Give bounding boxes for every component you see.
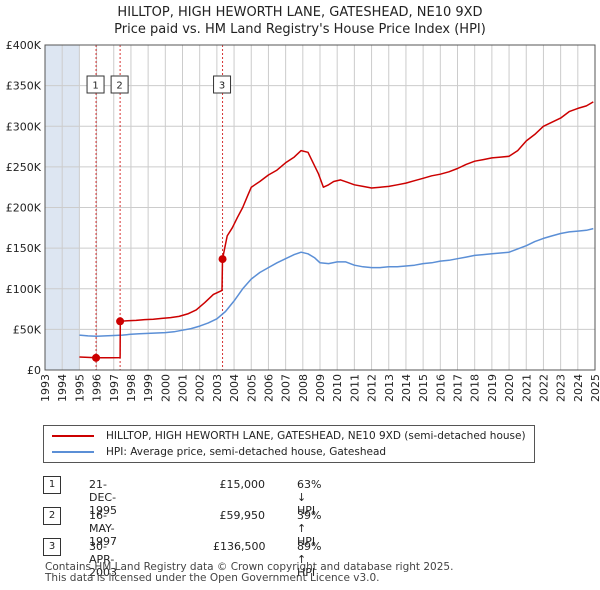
chart-title: HILLTOP, HIGH HEWORTH LANE, GATESHEAD, N… [117, 5, 483, 20]
transaction-date: 21-DEC-1995 [89, 478, 117, 517]
sale-marker [116, 317, 125, 326]
x-tick-label: 2005 [245, 374, 258, 402]
transaction-price: £136,500 [213, 540, 266, 553]
x-tick-label: 2023 [555, 374, 568, 402]
x-tick-label: 1998 [125, 374, 138, 402]
legend-label-hpi: HPI: Average price, semi-detached house,… [106, 446, 387, 458]
legend-swatch-hpi [52, 451, 94, 453]
sale-label-text: 2 [116, 81, 122, 92]
footer-copyright: Contains HM Land Registry data © Crown c… [45, 561, 454, 573]
x-tick-label: 2008 [297, 374, 310, 402]
x-tick-label: 2000 [159, 374, 172, 402]
footer-licence: This data is licensed under the Open Gov… [45, 572, 380, 584]
x-tick-label: 2018 [469, 374, 482, 402]
x-tick-label: 2021 [520, 374, 533, 402]
sale-label-box [213, 75, 232, 94]
x-tick-label: 2016 [434, 374, 447, 402]
sale-label-text: 3 [219, 81, 225, 92]
transaction-hpi: 63% ↓ HPI [297, 478, 322, 517]
y-tick-label: £100K [6, 283, 42, 296]
x-tick-label: 2012 [366, 374, 379, 402]
y-tick-label: £300K [6, 120, 42, 133]
y-tick-label: £200K [6, 202, 42, 215]
x-tick-label: 1997 [108, 374, 121, 402]
transaction-date: 30-APR-2003 [89, 540, 117, 579]
transaction-number: 3 [43, 538, 61, 556]
transaction-date: 16-MAY-1997 [89, 509, 117, 548]
transaction-hpi: 39% ↑ HPI [297, 509, 322, 548]
sale-vlines: 1 2 3 [86, 45, 232, 370]
y-axis: £0 £50K £100K £150K £200K £250K £300K £350K £400… [6, 39, 42, 377]
legend-item-hpi: HPI: Average price, semi-detached house,… [52, 444, 386, 460]
x-tick-label: 2010 [331, 374, 344, 402]
x-tick-label: 2011 [348, 374, 361, 402]
x-tick-label: 2014 [400, 374, 413, 402]
legend: HILLTOP, HIGH HEWORTH LANE, GATESHEAD, N… [43, 425, 535, 463]
x-tick-label: 1993 [39, 374, 52, 402]
price-chart: 1 2 3 £0 £50K £100K £150K £200K £250K £300K £350K… [6, 39, 600, 402]
transaction-price: £59,950 [219, 509, 266, 522]
x-tick-label: 2007 [280, 374, 293, 402]
series-layer [79, 101, 594, 359]
x-tick-label: 2009 [314, 374, 327, 402]
x-tick-label: 2006 [262, 374, 275, 402]
x-tick-label: 2001 [177, 374, 190, 402]
x-tick-label: 1996 [91, 374, 104, 402]
legend-label-property: HILLTOP, HIGH HEWORTH LANE, GATESHEAD, N… [106, 430, 526, 442]
sale-label-box [86, 75, 105, 94]
x-tick-label: 1994 [56, 374, 69, 402]
x-axis: 1993 1994 1995 1996 1997 1998 1999 2000 2001 2002… [39, 374, 600, 402]
sale-label-text: 1 [92, 81, 98, 92]
x-tick-label: 2002 [194, 374, 207, 402]
sale-label-box [110, 75, 129, 94]
x-tick-label: 2015 [417, 374, 430, 402]
legend-swatch-property [52, 435, 94, 437]
x-tick-label: 1999 [142, 374, 155, 402]
series-line [79, 227, 594, 338]
transaction-hpi: 89% ↑ HPI [297, 540, 322, 579]
x-tick-label: 2004 [228, 374, 241, 402]
y-tick-label: £50K [13, 323, 42, 336]
y-tick-label: £350K [6, 80, 42, 93]
transaction-price: £15,000 [219, 478, 266, 491]
y-tick-label: £150K [6, 242, 42, 255]
sale-marker [92, 353, 101, 362]
legend-item-property: HILLTOP, HIGH HEWORTH LANE, GATESHEAD, N… [52, 428, 526, 444]
sale-marker [218, 255, 227, 264]
x-tick-label: 2013 [383, 374, 396, 402]
plot-frame [44, 44, 596, 371]
y-tick-label: £0 [27, 364, 41, 377]
x-tick-label: 2020 [503, 374, 516, 402]
transaction-number: 2 [43, 507, 61, 525]
x-tick-label: 2022 [537, 374, 550, 402]
x-tick-label: 2019 [486, 374, 499, 402]
chart-subtitle: Price paid vs. HM Land Registry's House … [114, 22, 486, 37]
x-tick-label: 2003 [211, 374, 224, 402]
x-tick-label: 2024 [572, 374, 585, 402]
x-tick-label: 2025 [589, 374, 600, 402]
x-tick-label: 2017 [452, 374, 465, 402]
x-tick-label: 1995 [73, 374, 86, 402]
transaction-number: 1 [43, 476, 61, 494]
sale-markers [92, 255, 227, 362]
series-line [79, 101, 594, 359]
y-tick-label: £250K [6, 161, 42, 174]
y-tick-label: £400K [6, 39, 42, 52]
